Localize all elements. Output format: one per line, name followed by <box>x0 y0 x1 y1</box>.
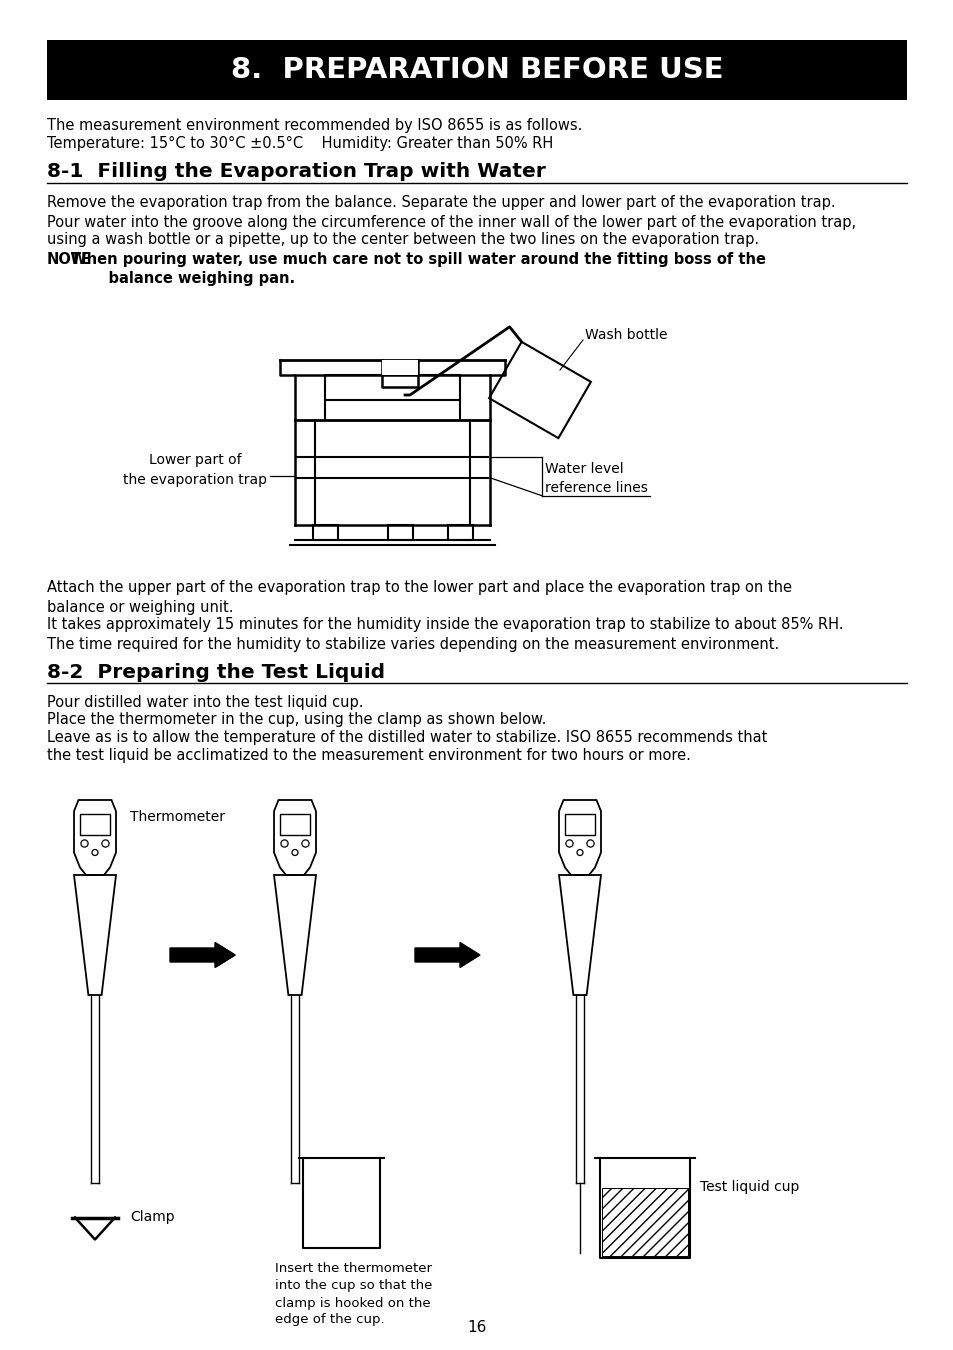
Text: When pouring water, use much care not to spill water around the fitting boss of : When pouring water, use much care not to… <box>50 252 765 267</box>
FancyArrow shape <box>415 942 479 968</box>
Bar <box>313 525 337 540</box>
Text: The measurement environment recommended by ISO 8655 is as follows.: The measurement environment recommended … <box>47 117 581 134</box>
Text: 16: 16 <box>467 1320 486 1335</box>
Bar <box>564 814 595 834</box>
Bar <box>80 814 110 834</box>
Text: Test liquid cup: Test liquid cup <box>700 1180 799 1195</box>
Bar <box>280 814 310 834</box>
Text: Pour water into the groove along the circumference of the inner wall of the lowe: Pour water into the groove along the cir… <box>47 215 855 230</box>
Text: Remove the evaporation trap from the balance. Separate the upper and lower part : Remove the evaporation trap from the bal… <box>47 194 835 211</box>
Text: The time required for the humidity to stabilize varies depending on the measurem: The time required for the humidity to st… <box>47 637 779 652</box>
Bar <box>47 40 906 100</box>
Bar <box>381 360 417 375</box>
Text: Thermometer: Thermometer <box>130 810 225 824</box>
Text: Attach the upper part of the evaporation trap to the lower part and place the ev: Attach the upper part of the evaporation… <box>47 580 791 595</box>
Text: Water level
reference lines: Water level reference lines <box>544 462 647 495</box>
Bar <box>388 525 413 540</box>
Text: Place the thermometer in the cup, using the clamp as shown below.: Place the thermometer in the cup, using … <box>47 711 546 728</box>
Text: 8-2  Preparing the Test Liquid: 8-2 Preparing the Test Liquid <box>47 663 385 682</box>
Text: Leave as is to allow the temperature of the distilled water to stabilize. ISO 86: Leave as is to allow the temperature of … <box>47 730 766 745</box>
Text: NOTE: NOTE <box>47 252 91 267</box>
Text: Pour distilled water into the test liquid cup.: Pour distilled water into the test liqui… <box>47 695 363 710</box>
Text: balance or weighing unit.: balance or weighing unit. <box>47 599 233 616</box>
FancyArrow shape <box>170 942 234 968</box>
Text: 8-1  Filling the Evaporation Trap with Water: 8-1 Filling the Evaporation Trap with Wa… <box>47 162 545 181</box>
Bar <box>448 525 473 540</box>
Text: Insert the thermometer
into the cup so that the
clamp is hooked on the
edge of t: Insert the thermometer into the cup so t… <box>274 1262 432 1327</box>
Text: balance weighing pan.: balance weighing pan. <box>47 271 294 286</box>
Text: the test liquid be acclimatized to the measurement environment for two hours or : the test liquid be acclimatized to the m… <box>47 748 690 763</box>
Text: Wash bottle: Wash bottle <box>584 328 667 342</box>
Text: using a wash bottle or a pipette, up to the center between the two lines on the : using a wash bottle or a pipette, up to … <box>47 232 759 247</box>
FancyArrow shape <box>174 944 234 967</box>
Text: It takes approximately 15 minutes for the humidity inside the evaporation trap t: It takes approximately 15 minutes for th… <box>47 617 842 632</box>
Text: Clamp: Clamp <box>130 1210 174 1223</box>
Text: Lower part of
the evaporation trap: Lower part of the evaporation trap <box>123 454 267 487</box>
Text: Temperature: 15°C to 30°C ±0.5°C    Humidity: Greater than 50% RH: Temperature: 15°C to 30°C ±0.5°C Humidit… <box>47 136 553 151</box>
Text: 8.  PREPARATION BEFORE USE: 8. PREPARATION BEFORE USE <box>231 55 722 84</box>
